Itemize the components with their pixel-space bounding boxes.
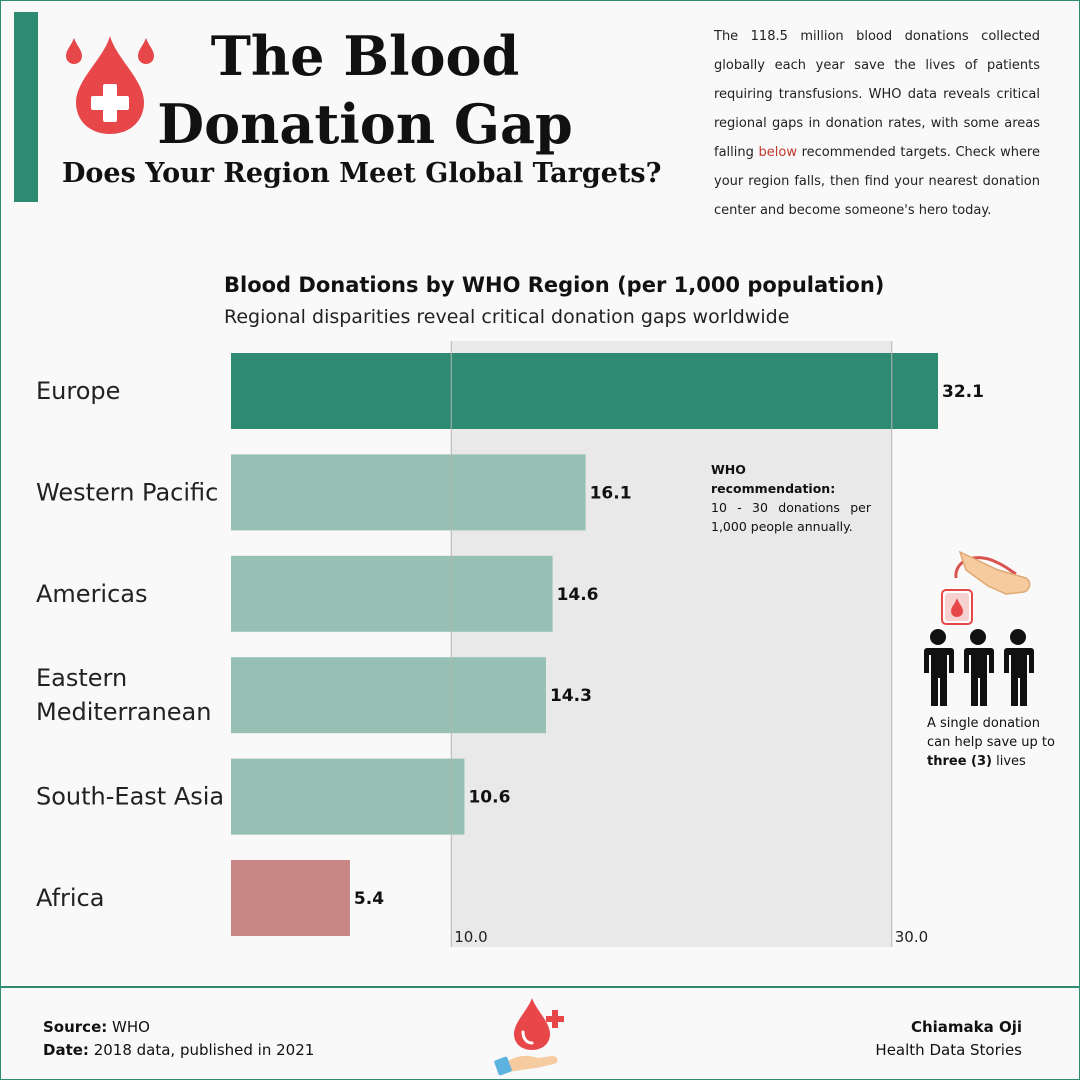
blood-bag-arm-icon — [941, 550, 1031, 625]
footer-divider — [0, 986, 1080, 988]
bar-6 — [231, 860, 350, 936]
who-recommendation-note: WHO recommendation: 10 - 30 donations pe… — [711, 460, 871, 536]
category-label: Western Pacific — [36, 478, 218, 506]
value-label: 32.1 — [942, 382, 984, 402]
date-line: Date: 2018 data, published in 2021 — [43, 1039, 314, 1062]
category-label: South-East Asia — [36, 783, 224, 811]
title-line-2: Donation Gap — [157, 92, 573, 156]
date-value: 2018 data, published in 2021 — [88, 1041, 315, 1059]
category-label: Eastern Mediterranean — [36, 664, 211, 726]
intro-text-before: The 118.5 million blood donations collec… — [714, 29, 1040, 160]
intro-text-after: recommended targets. Check where your re… — [714, 145, 1040, 218]
bar-5 — [231, 758, 465, 835]
lives-note-after: lives — [991, 754, 1026, 769]
bar-1 — [231, 353, 938, 429]
source-line: Source: WHO — [43, 1016, 314, 1039]
intro-highlight: below — [758, 145, 797, 160]
recommendation-text: 10 - 30 donations per 1,000 people annua… — [711, 500, 871, 534]
organization-name: Health Data Stories — [875, 1041, 1022, 1059]
chart-subtitle: Regional disparities reveal critical don… — [224, 306, 790, 328]
blood-drop-cross-icon — [66, 36, 154, 134]
lives-saved-note: A single donation can help save up to th… — [927, 714, 1067, 771]
range-tick-label: 30.0 — [895, 928, 928, 946]
author-name: Chiamaka Oji — [910, 1018, 1022, 1036]
recommendation-title: WHO recommendation: — [711, 462, 836, 496]
value-label: 16.1 — [590, 483, 632, 503]
lives-note-before: A single donation can help save up to — [927, 716, 1055, 750]
category-label: Europe — [36, 377, 120, 405]
title-line-1: The Blood — [210, 24, 520, 88]
footer-source: Source: WHO Date: 2018 data, published i… — [43, 1016, 314, 1062]
hand-blood-drop-icon — [494, 998, 564, 1076]
range-tick-label: 10.0 — [454, 928, 487, 946]
value-label: 14.6 — [557, 585, 599, 605]
bar-4 — [231, 657, 546, 734]
title-accent-bar — [14, 12, 38, 202]
intro-paragraph: The 118.5 million blood donations collec… — [714, 22, 1040, 225]
lives-note-bold: three (3) — [927, 754, 992, 769]
main-title: The Blood Donation Gap — [150, 22, 580, 158]
page-subtitle: Does Your Region Meet Global Targets? — [62, 158, 662, 189]
date-label: Date: — [43, 1041, 89, 1059]
source-label: Source: — [43, 1018, 108, 1036]
value-label: 5.4 — [354, 889, 384, 909]
footer-credits: Chiamaka Oji Health Data Stories — [875, 1016, 1022, 1062]
category-label: Africa — [36, 884, 104, 912]
value-label: 14.3 — [550, 686, 592, 706]
source-value: WHO — [107, 1018, 150, 1036]
recommended-range-band — [451, 341, 892, 947]
category-label: Americas — [36, 580, 148, 608]
bar-2 — [231, 454, 586, 531]
value-label: 10.6 — [468, 788, 510, 808]
three-people-icon — [924, 629, 1034, 706]
bar-3 — [231, 555, 553, 632]
chart-title: Blood Donations by WHO Region (per 1,000… — [224, 273, 885, 297]
